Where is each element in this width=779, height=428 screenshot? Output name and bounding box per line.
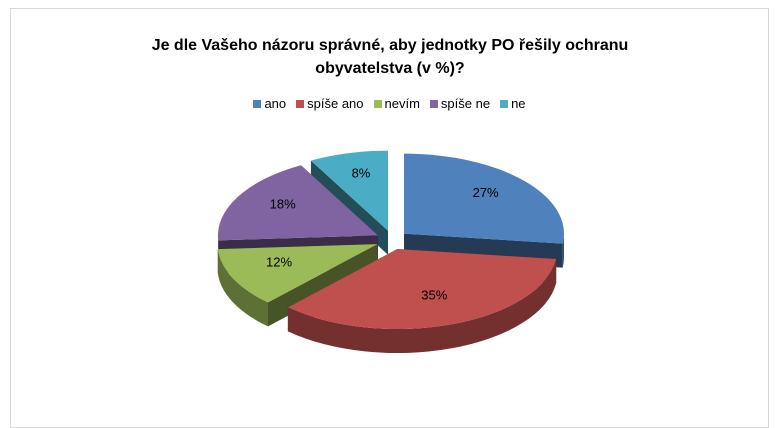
legend-swatch [374,100,382,108]
data-label: 35% [421,288,447,303]
legend-label: ano [264,96,286,111]
legend-swatch [500,100,508,108]
data-label: 27% [473,185,499,200]
data-label: 18% [270,197,296,212]
data-label: 8% [352,165,371,180]
chart-title: Je dle Vašeho názoru správné, aby jednot… [110,34,670,80]
legend-label: spíše ne [441,96,490,111]
legend-item: ne [500,96,525,111]
legend: ano spíše ano nevím spíše ne ne [0,96,779,111]
data-label: 12% [266,255,292,270]
legend-label: spíše ano [307,96,363,111]
legend-swatch [430,100,438,108]
legend-item: nevím [374,96,420,111]
slice [404,154,564,268]
legend-swatch [253,100,261,108]
legend-item: ano [253,96,286,111]
legend-swatch [296,100,304,108]
legend-label: ne [511,96,525,111]
legend-item: spíše ne [430,96,490,111]
legend-item: spíše ano [296,96,363,111]
legend-label: nevím [385,96,420,111]
